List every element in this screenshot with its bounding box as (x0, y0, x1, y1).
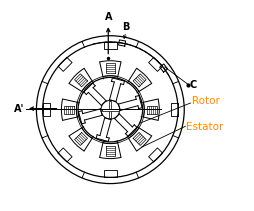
Bar (102, 109, 119, 111)
Bar (109, 101, 112, 118)
Text: A': A' (14, 104, 24, 114)
Text: Estator: Estator (186, 122, 224, 132)
Text: B: B (122, 22, 130, 32)
Text: Rotor: Rotor (192, 96, 219, 106)
Text: A: A (104, 12, 112, 22)
Text: C: C (189, 80, 197, 90)
